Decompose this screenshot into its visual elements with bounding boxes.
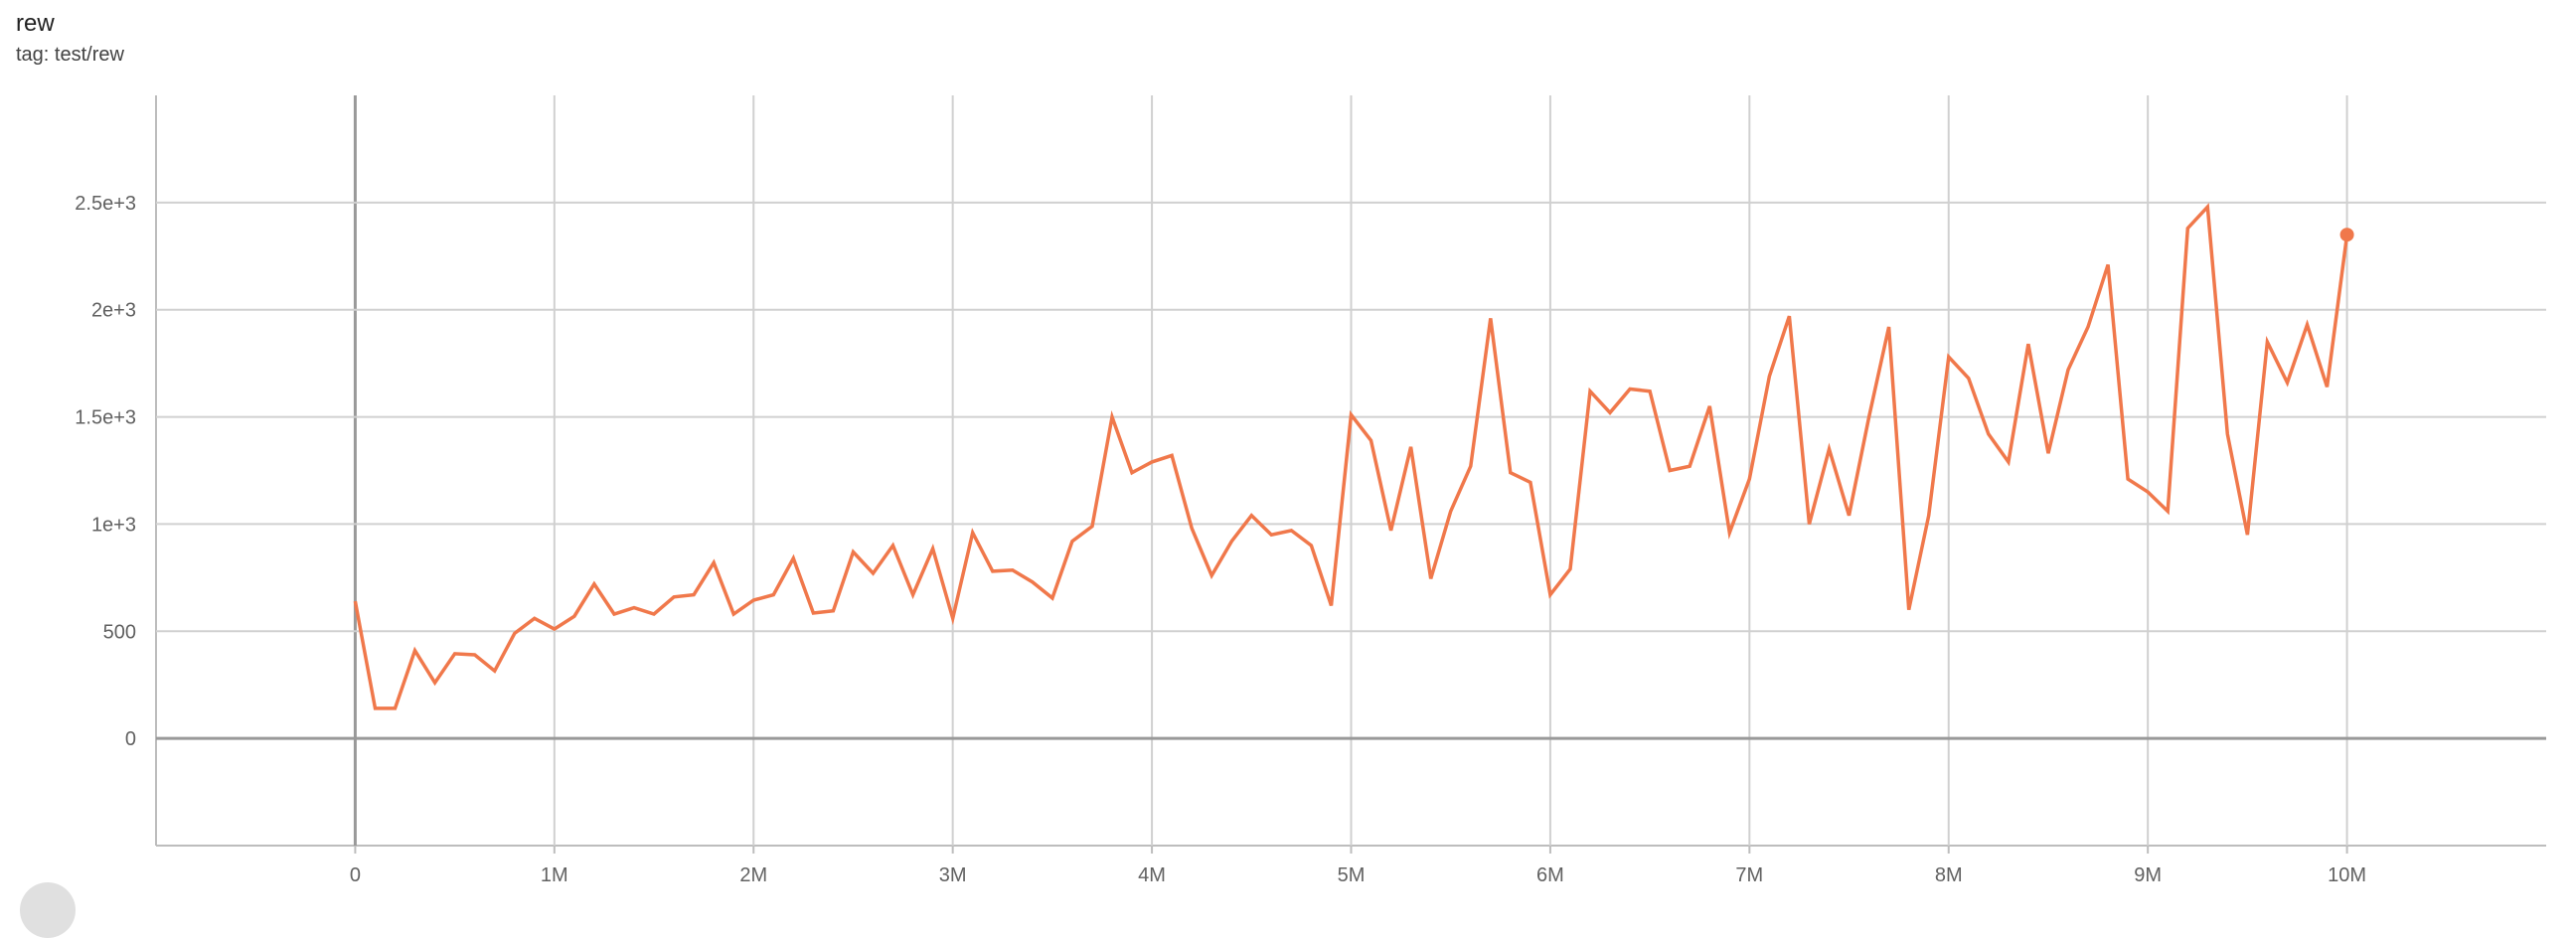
line-chart[interactable]: 0 1M 2M 3M 4M 5M 6M 7M 8M 9M 10M 0 500 1e+3 1.5e+3 2e+3… [0, 0, 2576, 898]
y-tick-label: 0 [125, 728, 136, 750]
x-tick-label: 1M [541, 864, 568, 886]
last-point-marker [2339, 228, 2354, 242]
x-tick-label: 2M [739, 864, 767, 886]
series-line [353, 203, 2349, 710]
chart-title: rew [16, 10, 55, 37]
x-tick-label: 8M [1935, 864, 1963, 886]
x-tick-label: 4M [1138, 864, 1166, 886]
expand-button[interactable] [20, 882, 76, 938]
y-tick-label: 500 [103, 621, 136, 643]
y-tick-label: 1.5e+3 [75, 407, 136, 429]
x-tick-label: 0 [350, 864, 361, 886]
chart-tag: tag: test/rew [16, 44, 124, 66]
x-tick-label: 10M [2328, 864, 2366, 886]
x-tick-label: 7M [1735, 864, 1763, 886]
y-tick-label: 1e+3 [91, 514, 136, 536]
x-tick-label: 3M [939, 864, 967, 886]
x-tick-label: 5M [1338, 864, 1366, 886]
x-tick-label: 6M [1536, 864, 1564, 886]
y-tick-label: 2e+3 [91, 300, 136, 322]
x-tick-label: 9M [2134, 864, 2162, 886]
y-tick-label: 2.5e+3 [75, 193, 136, 215]
